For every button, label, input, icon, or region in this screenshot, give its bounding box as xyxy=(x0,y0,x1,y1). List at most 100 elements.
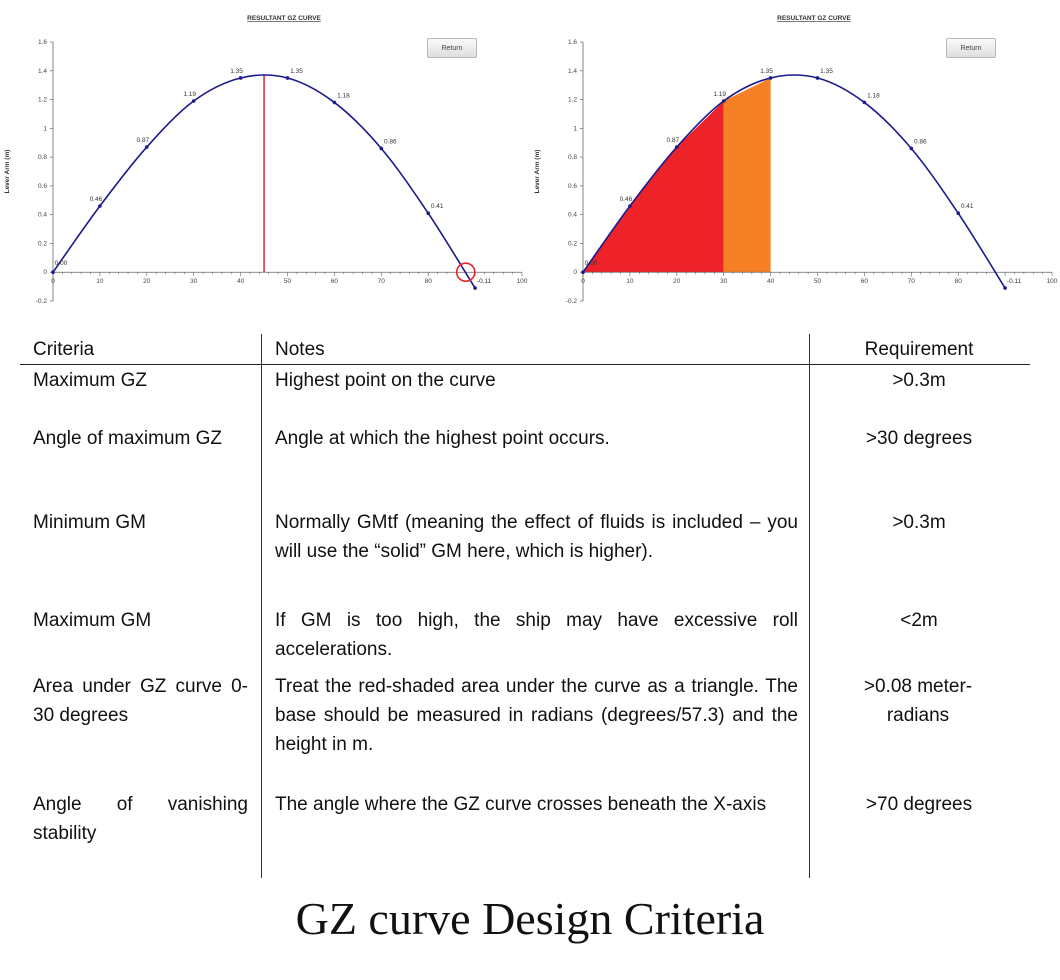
x-tick-label: 80 xyxy=(425,278,433,285)
x-tick-label: 50 xyxy=(814,278,822,285)
data-label: -0.11 xyxy=(477,278,492,285)
x-tick-label: 10 xyxy=(96,278,104,285)
data-point xyxy=(956,211,960,216)
header-rule xyxy=(20,364,1030,365)
x-tick-label: 20 xyxy=(143,278,151,285)
y-tick-label: 1.4 xyxy=(38,68,47,75)
y-tick-label: 0.6 xyxy=(568,183,577,190)
x-tick-label: 30 xyxy=(720,278,728,285)
y-tick-label: 1.6 xyxy=(38,39,47,46)
shaded-area xyxy=(723,77,771,273)
header-notes: Notes xyxy=(275,339,325,360)
row-notes: Normally GMtf (meaning the effect of flu… xyxy=(275,512,798,562)
data-label: -0.11 xyxy=(1007,278,1022,285)
row-requirement: >70 degrees xyxy=(865,794,973,815)
y-axis-label: Lever Arm (m) xyxy=(534,150,541,194)
y-tick-label: 1.4 xyxy=(568,68,577,75)
criteria-table: Criteria Notes Requirement Maximum GZ Hi… xyxy=(0,330,1060,880)
data-point xyxy=(768,76,773,80)
x-tick-label: 50 xyxy=(284,278,292,285)
column-divider xyxy=(809,334,810,878)
row-requirement: >0.3m xyxy=(892,370,946,391)
shaded-area xyxy=(583,100,724,273)
data-label: 0.87 xyxy=(666,137,679,144)
data-label: 1.18 xyxy=(337,92,350,99)
header-criteria: Criteria xyxy=(33,339,95,360)
y-tick-label: 0.6 xyxy=(38,183,47,190)
row-criteria: Angle of maximum GZ xyxy=(33,428,222,449)
data-label: 0.41 xyxy=(961,203,974,210)
data-label: 0.00 xyxy=(55,260,68,267)
data-point xyxy=(145,145,149,149)
y-tick-label: 1.2 xyxy=(38,97,47,104)
gz-curve-line xyxy=(52,74,476,289)
x-tick-label: 70 xyxy=(908,278,916,285)
data-point xyxy=(426,211,431,216)
y-tick-label: 1.2 xyxy=(568,97,577,104)
row-notes: Treat the red-shaded area under the curv… xyxy=(275,676,798,755)
return-button[interactable]: Return xyxy=(427,38,477,58)
x-tick-label: 40 xyxy=(237,278,245,285)
x-tick-label: 100 xyxy=(1047,278,1058,285)
row-notes: Angle at which the highest point occurs. xyxy=(275,428,610,449)
y-tick-label: 0.8 xyxy=(568,154,577,161)
data-point xyxy=(815,76,820,80)
y-tick-label: 0 xyxy=(43,269,47,276)
row-requirement: >30 degrees xyxy=(865,428,973,449)
gz-chart-right: RESULTANT GZ CURVE Lever Arm (m) -0.2 0 0.2 0… xyxy=(530,8,1060,318)
y-tick-label: 1 xyxy=(573,125,577,132)
data-point xyxy=(285,76,290,80)
x-tick-label: 40 xyxy=(767,278,775,285)
y-tick-label: -0.2 xyxy=(566,298,578,305)
data-label: 1.35 xyxy=(760,68,773,75)
y-tick-label: 1 xyxy=(43,125,47,132)
data-point xyxy=(191,99,196,103)
data-point xyxy=(51,270,55,275)
data-point xyxy=(379,146,384,151)
x-tick-label: 80 xyxy=(955,278,963,285)
data-point xyxy=(909,146,914,151)
y-tick-label: 0 xyxy=(573,269,577,276)
y-tick-label: 0.8 xyxy=(38,154,47,161)
row-criteria: Angle of vanishing stability xyxy=(33,794,248,844)
data-point xyxy=(473,286,477,290)
data-point xyxy=(332,100,337,105)
data-label: 0.46 xyxy=(90,196,103,203)
gz-chart-right-svg: RESULTANT GZ CURVE Lever Arm (m) -0.2 0 0.2 0… xyxy=(534,15,1058,305)
row-requirement: >0.3m xyxy=(892,512,946,533)
row-notes: Highest point on the curve xyxy=(275,370,496,391)
x-tick-label: 70 xyxy=(378,278,386,285)
data-point xyxy=(721,99,726,103)
row-notes: If GM is too high, the ship may have exc… xyxy=(275,610,798,660)
data-point xyxy=(1003,286,1007,290)
x-tick-label: 0 xyxy=(581,278,585,285)
data-label: 1.19 xyxy=(183,91,196,98)
x-tick-label: 60 xyxy=(861,278,869,285)
row-criteria: Minimum GM xyxy=(33,512,146,533)
data-label: 1.35 xyxy=(290,68,303,75)
row-notes: The angle where the GZ curve crosses ben… xyxy=(275,794,767,815)
vanishing-stability-marker xyxy=(455,262,476,283)
gz-chart-left: RESULTANT GZ CURVE Lever Arm (m) -0.2 0 0.2 0… xyxy=(0,8,530,318)
x-tick-label: 20 xyxy=(673,278,681,285)
gz-chart-left-svg: RESULTANT GZ CURVE Lever Arm (m) -0.2 0 0.2 0… xyxy=(4,15,528,305)
chart-title: RESULTANT GZ CURVE xyxy=(247,15,321,22)
return-button[interactable]: Return xyxy=(946,38,996,58)
data-point xyxy=(98,204,102,208)
data-label: 0.86 xyxy=(384,138,397,145)
y-tick-label: 0.4 xyxy=(568,212,577,219)
x-tick-label: 30 xyxy=(190,278,198,285)
y-tick-label: 0.4 xyxy=(38,212,47,219)
y-tick-label: 0.2 xyxy=(38,240,47,247)
figure-caption: GZ curve Design Criteria xyxy=(295,893,765,944)
row-criteria: Maximum GZ xyxy=(33,370,147,391)
data-point xyxy=(238,76,243,80)
data-point xyxy=(581,270,585,275)
data-point xyxy=(675,145,679,149)
data-point xyxy=(628,204,632,208)
row-criteria: Area under GZ curve 0-30 degrees xyxy=(33,676,248,726)
row-criteria: Maximum GM xyxy=(33,610,152,631)
data-label: 0.00 xyxy=(585,260,598,267)
data-label: 0.87 xyxy=(136,137,149,144)
row-requirement: <2m xyxy=(900,610,938,631)
